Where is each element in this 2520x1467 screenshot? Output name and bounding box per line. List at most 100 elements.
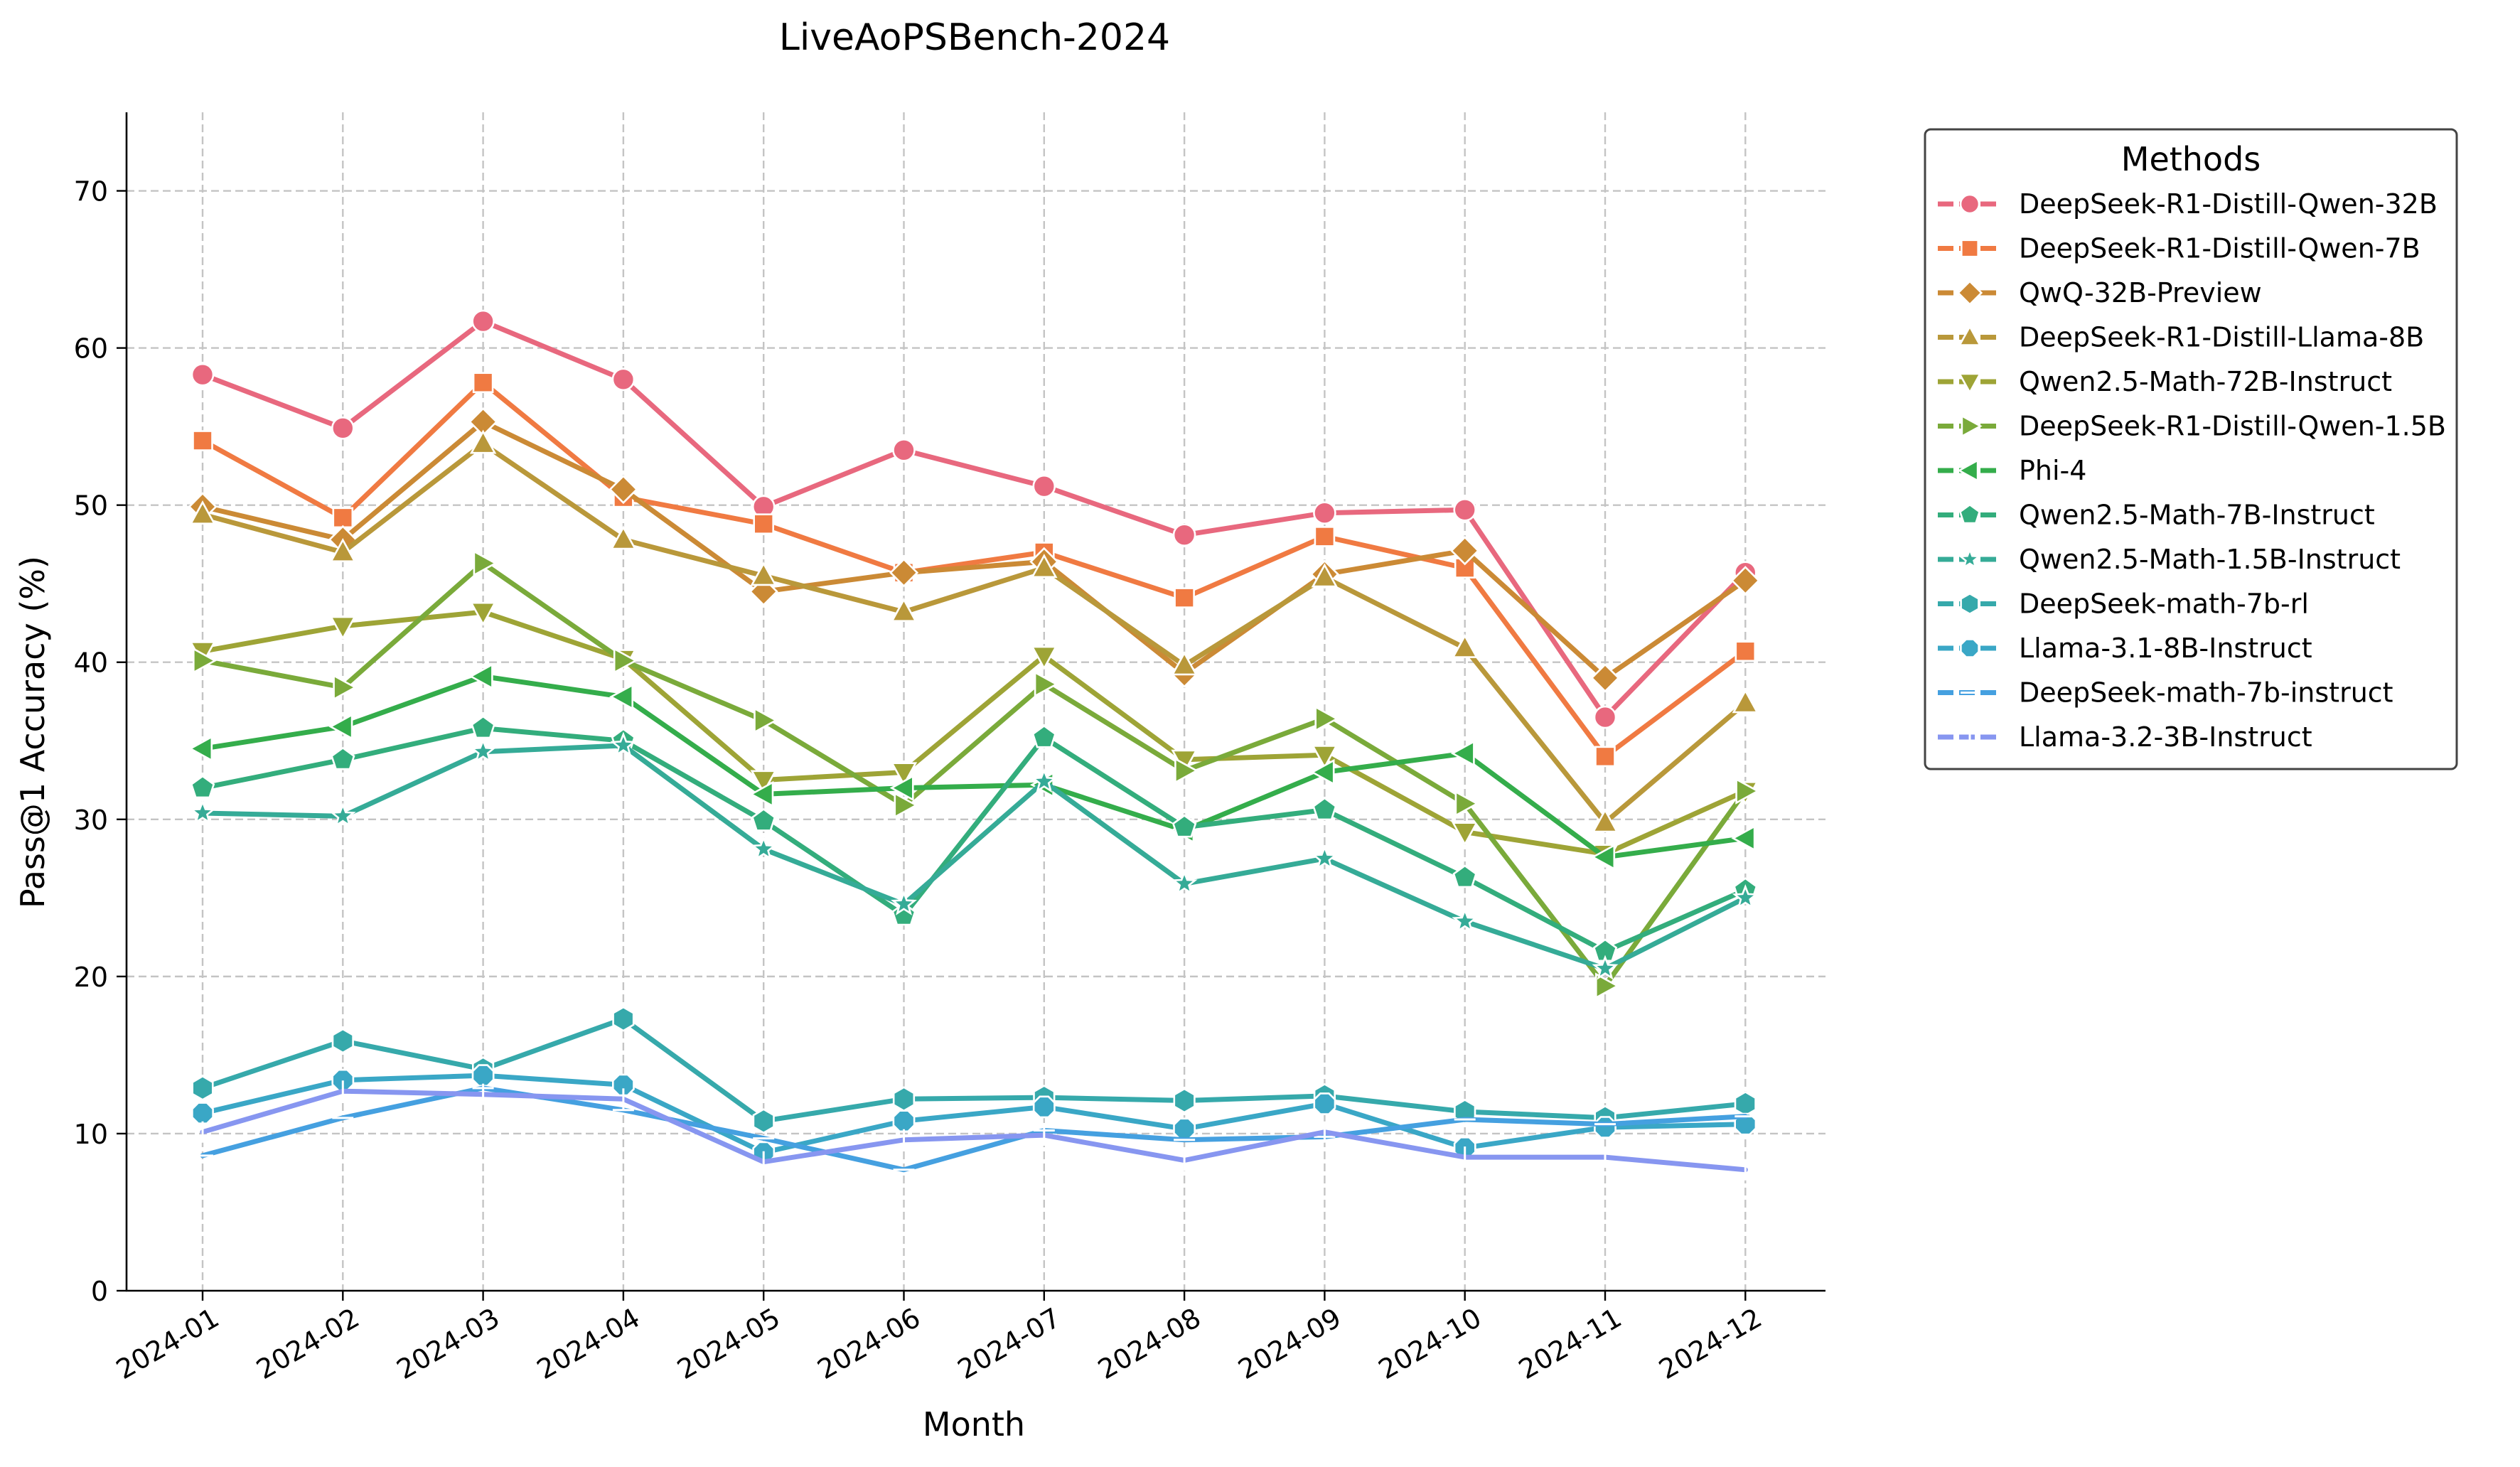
legend-marker bbox=[1961, 239, 1980, 258]
x-tick-label: 2024-04 bbox=[532, 1302, 645, 1385]
data-point bbox=[1311, 745, 1339, 770]
x-tick-label: 2024-12 bbox=[1653, 1302, 1767, 1385]
data-point bbox=[471, 1064, 495, 1087]
series-4 bbox=[189, 429, 1759, 833]
data-point bbox=[1311, 563, 1339, 588]
legend-label: Phi-4 bbox=[2019, 455, 2086, 486]
data-point bbox=[1171, 651, 1198, 676]
data-point bbox=[751, 807, 776, 832]
x-tick-label: 2024-02 bbox=[251, 1302, 365, 1385]
data-point bbox=[471, 309, 495, 333]
data-point bbox=[890, 762, 918, 787]
legend-label: DeepSeek-math-7b-instruct bbox=[2019, 677, 2393, 709]
data-point bbox=[1732, 884, 1759, 910]
data-point bbox=[610, 731, 637, 757]
data-point bbox=[191, 362, 215, 387]
data-point bbox=[329, 802, 356, 828]
x-tick-label: 2024-06 bbox=[812, 1302, 926, 1385]
x-tick-label: 2024-03 bbox=[392, 1302, 505, 1385]
legend-item: DeepSeek-math-7b-instruct bbox=[1938, 677, 2393, 709]
data-point bbox=[331, 417, 355, 440]
data-point bbox=[892, 1109, 916, 1133]
legend-label: DeepSeek-R1-Distill-Llama-8B bbox=[2019, 322, 2424, 353]
data-point bbox=[192, 647, 217, 675]
x-tick-label: 2024-09 bbox=[1233, 1302, 1346, 1385]
data-point bbox=[190, 775, 215, 799]
x-tick-label: 2024-10 bbox=[1373, 1302, 1487, 1385]
series-line bbox=[200, 318, 1748, 720]
data-point bbox=[332, 507, 354, 529]
data-point bbox=[1594, 746, 1616, 768]
y-axis-label: Pass@1 Accuracy (%) bbox=[14, 556, 52, 908]
data-point bbox=[1174, 757, 1199, 784]
data-point bbox=[611, 1073, 635, 1097]
y-tick-label: 70 bbox=[74, 176, 108, 208]
data-point bbox=[754, 706, 778, 734]
legend-item: DeepSeek-R1-Distill-Qwen-7B bbox=[1938, 233, 2420, 264]
data-point bbox=[1312, 797, 1337, 821]
y-tick-label: 30 bbox=[74, 805, 108, 836]
series-line bbox=[200, 561, 1748, 989]
data-point bbox=[1593, 705, 1617, 729]
series-line bbox=[200, 726, 1748, 954]
legend-label: Qwen2.5-Math-72B-Instruct bbox=[2019, 366, 2392, 397]
data-point bbox=[191, 1102, 214, 1124]
series-line bbox=[200, 609, 1748, 856]
data-point bbox=[469, 601, 497, 626]
data-point bbox=[1173, 1117, 1196, 1141]
series-line bbox=[200, 1088, 1748, 1173]
legend-marker bbox=[1961, 414, 1983, 438]
legend-label: Llama-3.1-8B-Instruct bbox=[2019, 633, 2312, 664]
data-point bbox=[1313, 1092, 1336, 1115]
series-layer bbox=[188, 309, 1760, 1181]
data-point bbox=[892, 438, 916, 462]
data-point bbox=[1173, 1087, 1196, 1114]
x-tick-label: 2024-11 bbox=[1513, 1302, 1627, 1385]
data-point bbox=[1731, 824, 1756, 851]
data-point bbox=[890, 598, 918, 623]
x-tick-label: 2024-08 bbox=[1093, 1302, 1206, 1385]
data-point bbox=[1314, 526, 1336, 547]
y-tick-label: 0 bbox=[91, 1276, 108, 1307]
legend-title: Methods bbox=[2121, 140, 2261, 178]
series-line bbox=[200, 441, 1748, 825]
data-point bbox=[189, 799, 216, 824]
legend-item: Llama-3.2-3B-Instruct bbox=[1938, 721, 2312, 753]
legend-label: QwQ-32B-Preview bbox=[2019, 277, 2262, 308]
data-point bbox=[328, 713, 353, 741]
data-point bbox=[1454, 790, 1479, 817]
x-tick-label: 2024-01 bbox=[111, 1302, 225, 1385]
legend-label: Qwen2.5-Math-1.5B-Instruct bbox=[2019, 544, 2401, 575]
legend-marker bbox=[1958, 503, 1981, 525]
data-point bbox=[889, 774, 914, 802]
data-point bbox=[1735, 778, 1760, 805]
data-point bbox=[1450, 740, 1475, 767]
data-point bbox=[472, 372, 494, 394]
data-point bbox=[752, 1108, 775, 1134]
legend-item: Qwen2.5-Math-7B-Instruct bbox=[1938, 500, 2375, 531]
data-point bbox=[329, 616, 356, 640]
data-point bbox=[1171, 870, 1198, 896]
data-point bbox=[750, 835, 777, 861]
legend-label: Qwen2.5-Math-7B-Instruct bbox=[2019, 500, 2375, 531]
data-point bbox=[611, 367, 636, 392]
data-point bbox=[891, 890, 917, 915]
series-line bbox=[200, 1073, 1748, 1155]
data-point bbox=[1595, 972, 1619, 999]
data-point bbox=[1032, 474, 1056, 498]
y-tick-label: 40 bbox=[74, 647, 108, 679]
series-6 bbox=[192, 549, 1760, 999]
series-line bbox=[200, 674, 1748, 860]
data-point bbox=[1031, 554, 1058, 579]
legend-marker bbox=[1959, 193, 1980, 215]
data-point bbox=[1734, 1090, 1757, 1117]
data-point bbox=[473, 549, 498, 577]
data-point bbox=[1452, 908, 1479, 933]
legend-marker bbox=[1956, 279, 1983, 306]
series-8 bbox=[190, 715, 1758, 962]
data-point bbox=[608, 474, 638, 505]
y-tick-label: 20 bbox=[74, 962, 108, 993]
data-point bbox=[1730, 566, 1760, 596]
legend-label: Llama-3.2-3B-Instruct bbox=[2019, 721, 2312, 753]
data-point bbox=[612, 1006, 635, 1032]
